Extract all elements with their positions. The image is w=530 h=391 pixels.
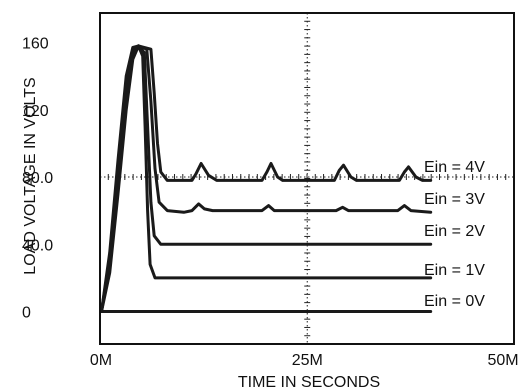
series-layer	[100, 44, 433, 313]
series-label: Ein = 1V	[424, 262, 485, 279]
series-label: Ein = 0V	[424, 293, 485, 310]
label-layer: Ein = 0V Ein = 1V Ein = 2V Ein = 3V Ein = 4V	[424, 159, 485, 310]
x-tick-label: 50M	[487, 352, 518, 369]
y-tick-label: 160	[22, 36, 49, 53]
y-axis-title: LOAD VOLTAGE IN VOLTS	[22, 77, 39, 274]
tick-layer: 0 40.0 80.0 120 160 0M 25M 50M	[22, 36, 519, 370]
x-axis-title: TIME IN SECONDS	[238, 374, 380, 391]
x-tick-label: 25M	[292, 352, 323, 369]
series-label: Ein = 3V	[424, 191, 485, 208]
y-tick-label: 80.0	[22, 170, 53, 187]
series-label: Ein = 4V	[424, 159, 485, 176]
y-tick-label: 120	[22, 103, 49, 120]
y-tick-label: 0	[22, 305, 31, 322]
grid-layer	[100, 13, 514, 344]
series-line	[100, 44, 433, 313]
series-line	[100, 44, 433, 313]
y-tick-label: 40.0	[22, 237, 53, 254]
x-tick-label: 0M	[90, 352, 112, 369]
plot-frame	[99, 12, 515, 345]
series-label: Ein = 2V	[424, 223, 485, 240]
